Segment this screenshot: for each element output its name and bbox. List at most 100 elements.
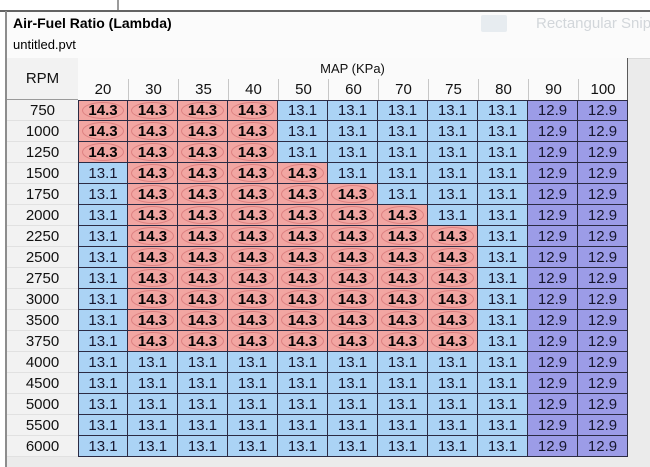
cell-1000-100[interactable]: 12.9 [578, 121, 628, 142]
cell-4500-75[interactable]: 13.1 [428, 373, 478, 394]
row-header-1750[interactable]: 1750 [7, 184, 78, 205]
cell-1500-75[interactable]: 13.1 [428, 163, 478, 184]
cell-5000-40[interactable]: 13.1 [228, 394, 278, 415]
col-header-20[interactable]: 20 [78, 79, 128, 100]
row-header-1500[interactable]: 1500 [7, 163, 78, 184]
cell-5000-30[interactable]: 13.1 [128, 394, 178, 415]
cell-5500-50[interactable]: 13.1 [278, 415, 328, 436]
cell-2750-80[interactable]: 13.1 [478, 268, 528, 289]
cell-4000-70[interactable]: 13.1 [378, 352, 428, 373]
cell-2750-100[interactable]: 12.9 [578, 268, 628, 289]
col-header-75[interactable]: 75 [428, 79, 478, 100]
cell-4000-60[interactable]: 13.1 [328, 352, 378, 373]
cell-2750-60[interactable]: 14.3 [328, 268, 378, 289]
row-header-750[interactable]: 750 [7, 100, 78, 121]
cell-2250-70[interactable]: 14.3 [378, 226, 428, 247]
col-header-30[interactable]: 30 [128, 79, 178, 100]
cell-1750-70[interactable]: 13.1 [378, 184, 428, 205]
cell-1250-20[interactable]: 14.3 [78, 142, 128, 163]
cell-5500-70[interactable]: 13.1 [378, 415, 428, 436]
row-header-4500[interactable]: 4500 [7, 373, 78, 394]
cell-5000-60[interactable]: 13.1 [328, 394, 378, 415]
row-header-5500[interactable]: 5500 [7, 415, 78, 436]
cell-4000-80[interactable]: 13.1 [478, 352, 528, 373]
cell-3000-30[interactable]: 14.3 [128, 289, 178, 310]
cell-1500-90[interactable]: 12.9 [528, 163, 578, 184]
cell-5000-20[interactable]: 13.1 [78, 394, 128, 415]
cell-1250-75[interactable]: 13.1 [428, 142, 478, 163]
cell-6000-35[interactable]: 13.1 [178, 436, 228, 457]
cell-1250-70[interactable]: 13.1 [378, 142, 428, 163]
cell-3750-50[interactable]: 14.3 [278, 331, 328, 352]
cell-2500-40[interactable]: 14.3 [228, 247, 278, 268]
cell-4500-60[interactable]: 13.1 [328, 373, 378, 394]
cell-4000-100[interactable]: 12.9 [578, 352, 628, 373]
row-header-4000[interactable]: 4000 [7, 352, 78, 373]
cell-6000-75[interactable]: 13.1 [428, 436, 478, 457]
cell-3000-70[interactable]: 14.3 [378, 289, 428, 310]
cell-1750-35[interactable]: 14.3 [178, 184, 228, 205]
row-header-6000[interactable]: 6000 [7, 436, 78, 457]
cell-2750-35[interactable]: 14.3 [178, 268, 228, 289]
cell-750-80[interactable]: 13.1 [478, 100, 528, 121]
cell-5000-70[interactable]: 13.1 [378, 394, 428, 415]
cell-1000-90[interactable]: 12.9 [528, 121, 578, 142]
cell-1500-20[interactable]: 13.1 [78, 163, 128, 184]
cell-5500-80[interactable]: 13.1 [478, 415, 528, 436]
cell-2000-40[interactable]: 14.3 [228, 205, 278, 226]
row-header-3500[interactable]: 3500 [7, 310, 78, 331]
cell-2250-30[interactable]: 14.3 [128, 226, 178, 247]
cell-750-50[interactable]: 13.1 [278, 100, 328, 121]
cell-3750-100[interactable]: 12.9 [578, 331, 628, 352]
cell-2000-60[interactable]: 14.3 [328, 205, 378, 226]
cell-1000-35[interactable]: 14.3 [178, 121, 228, 142]
cell-1750-50[interactable]: 14.3 [278, 184, 328, 205]
cell-5500-100[interactable]: 12.9 [578, 415, 628, 436]
cell-5500-60[interactable]: 13.1 [328, 415, 378, 436]
row-header-1250[interactable]: 1250 [7, 142, 78, 163]
cell-750-60[interactable]: 13.1 [328, 100, 378, 121]
cell-3000-100[interactable]: 12.9 [578, 289, 628, 310]
row-header-2750[interactable]: 2750 [7, 268, 78, 289]
cell-4500-20[interactable]: 13.1 [78, 373, 128, 394]
cell-4000-90[interactable]: 12.9 [528, 352, 578, 373]
cell-5000-35[interactable]: 13.1 [178, 394, 228, 415]
cell-750-70[interactable]: 13.1 [378, 100, 428, 121]
cell-3000-50[interactable]: 14.3 [278, 289, 328, 310]
cell-1000-60[interactable]: 13.1 [328, 121, 378, 142]
cell-4500-30[interactable]: 13.1 [128, 373, 178, 394]
cell-3500-80[interactable]: 13.1 [478, 310, 528, 331]
cell-3750-80[interactable]: 13.1 [478, 331, 528, 352]
cell-3500-30[interactable]: 14.3 [128, 310, 178, 331]
cell-2750-20[interactable]: 13.1 [78, 268, 128, 289]
cell-1750-60[interactable]: 14.3 [328, 184, 378, 205]
cell-2500-100[interactable]: 12.9 [578, 247, 628, 268]
cell-6000-80[interactable]: 13.1 [478, 436, 528, 457]
cell-3500-60[interactable]: 14.3 [328, 310, 378, 331]
cell-2000-70[interactable]: 14.3 [378, 205, 428, 226]
cell-2000-50[interactable]: 14.3 [278, 205, 328, 226]
cell-3750-35[interactable]: 14.3 [178, 331, 228, 352]
cell-1500-100[interactable]: 12.9 [578, 163, 628, 184]
cell-6000-20[interactable]: 13.1 [78, 436, 128, 457]
cell-4000-20[interactable]: 13.1 [78, 352, 128, 373]
cell-2250-90[interactable]: 12.9 [528, 226, 578, 247]
cell-2000-80[interactable]: 13.1 [478, 205, 528, 226]
cell-4000-35[interactable]: 13.1 [178, 352, 228, 373]
cell-2500-60[interactable]: 14.3 [328, 247, 378, 268]
cell-750-30[interactable]: 14.3 [128, 100, 178, 121]
cell-4500-90[interactable]: 12.9 [528, 373, 578, 394]
cell-3000-35[interactable]: 14.3 [178, 289, 228, 310]
cell-1750-75[interactable]: 13.1 [428, 184, 478, 205]
cell-3000-60[interactable]: 14.3 [328, 289, 378, 310]
cell-1500-80[interactable]: 13.1 [478, 163, 528, 184]
cell-3750-90[interactable]: 12.9 [528, 331, 578, 352]
cell-5000-75[interactable]: 13.1 [428, 394, 478, 415]
col-header-35[interactable]: 35 [178, 79, 228, 100]
cell-2250-80[interactable]: 13.1 [478, 226, 528, 247]
cell-2750-50[interactable]: 14.3 [278, 268, 328, 289]
col-header-90[interactable]: 90 [528, 79, 578, 100]
col-header-40[interactable]: 40 [228, 79, 278, 100]
cell-5500-75[interactable]: 13.1 [428, 415, 478, 436]
cell-2750-75[interactable]: 14.3 [428, 268, 478, 289]
